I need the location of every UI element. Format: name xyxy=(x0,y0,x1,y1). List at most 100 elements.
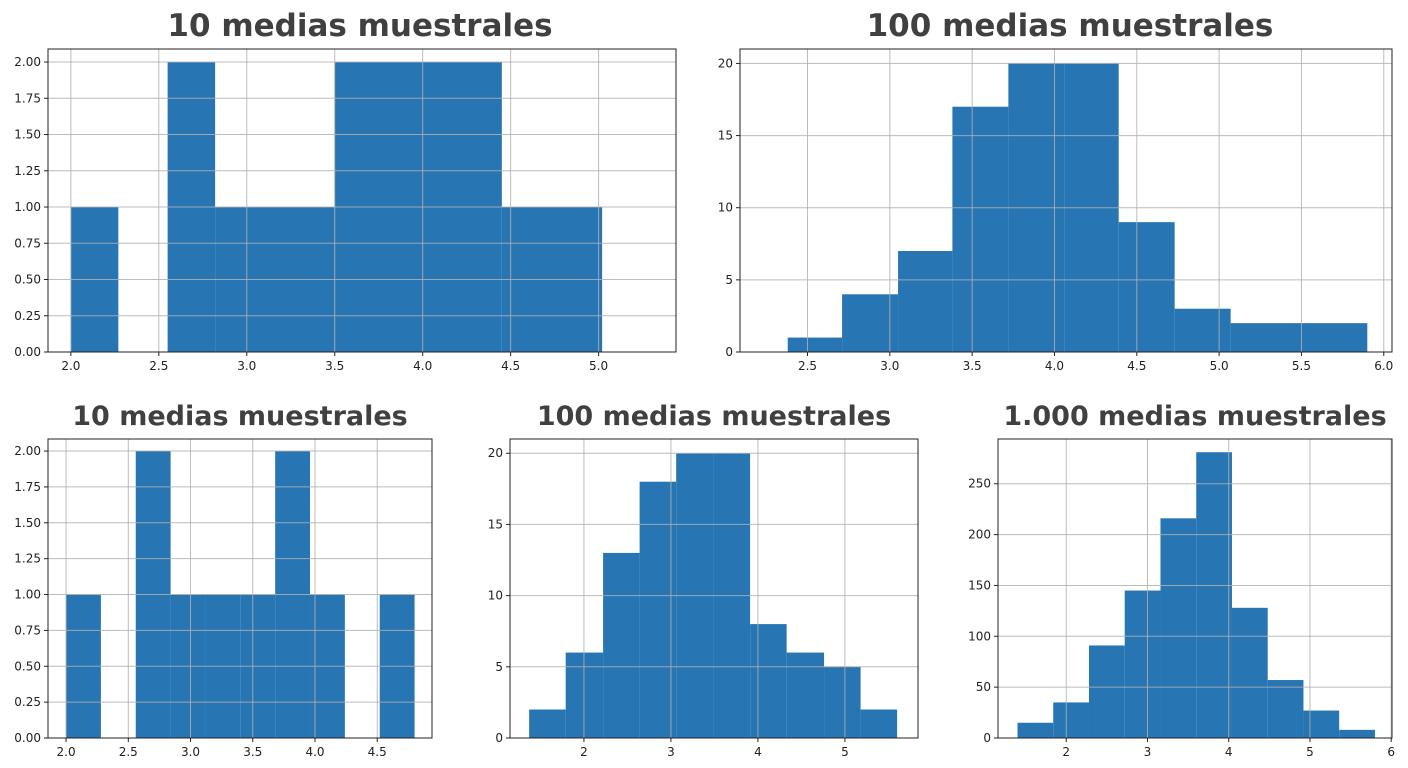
x-tick-label: 4.5 xyxy=(1127,359,1146,373)
histogram-bar xyxy=(1267,680,1304,738)
chart-title-2: 100 medias muestrales xyxy=(867,8,1274,44)
histogram-bar xyxy=(1196,452,1232,738)
y-tick-label: 10 xyxy=(488,589,503,603)
histogram-bar xyxy=(842,294,899,352)
x-tick-label: 2.5 xyxy=(119,745,138,759)
y-tick-label: 2.00 xyxy=(14,444,41,458)
histogram-bar xyxy=(860,709,898,738)
x-tick-label: 2.5 xyxy=(798,359,817,373)
x-tick-label: 3.0 xyxy=(237,359,256,373)
y-tick-label: 15 xyxy=(718,129,733,143)
x-tick-label: 5.0 xyxy=(589,359,608,373)
histogram-bar xyxy=(529,709,566,738)
x-tick-label: 4.0 xyxy=(305,745,324,759)
y-tick-label: 0.00 xyxy=(14,345,41,359)
x-tick-label: 2 xyxy=(580,745,588,759)
chart-1: 2.0 2.5 3.0 3.5 4.0 4.5 5.0 0.00 0.25 0.50 0.75 1.0… xyxy=(14,48,677,373)
y-tick-label: 0.75 xyxy=(14,236,41,250)
histogram-bar xyxy=(1088,645,1125,738)
x-tick-label: 3.5 xyxy=(325,359,344,373)
histogram-bar xyxy=(824,666,861,738)
x-tick-label: 4 xyxy=(754,745,762,759)
chart-2: 2.5 3.0 3.5 4.0 4.5 5.0 5.5 6.0 0 5 10 15 20 xyxy=(718,48,1393,373)
x-tick-label: 3 xyxy=(1144,745,1152,759)
chart-title-4: 100 medias muestrales xyxy=(537,401,891,432)
histogram-bar xyxy=(1174,308,1231,352)
y-tick-label: 1.75 xyxy=(14,91,41,105)
y-tick-label: 1.75 xyxy=(14,480,41,494)
x-tick-label: 3.0 xyxy=(880,359,899,373)
y-tick-label: 1.25 xyxy=(14,164,41,178)
y-tick-label: 50 xyxy=(976,680,991,694)
x-tick-label: 4.0 xyxy=(413,359,432,373)
x-tick-label: 6 xyxy=(1387,745,1395,759)
x-tick-label: 4.0 xyxy=(1045,359,1064,373)
axes-frame xyxy=(47,48,677,353)
x-tick-label: 3.5 xyxy=(243,745,262,759)
y-tick-label: 150 xyxy=(968,578,991,592)
histogram-bar xyxy=(1118,222,1175,352)
histogram-bar xyxy=(898,251,953,352)
x-tick-label: 3.0 xyxy=(181,745,200,759)
x-tick-label: 6.0 xyxy=(1374,359,1393,373)
x-tick-label: 5.5 xyxy=(1292,359,1311,373)
histogram-bar xyxy=(1053,702,1089,738)
histogram-bar xyxy=(1124,590,1161,738)
histogram-bar xyxy=(786,652,825,738)
y-tick-label: 10 xyxy=(718,201,733,215)
y-tick-label: 1.25 xyxy=(14,552,41,566)
chart-4: 2 3 4 5 0 5 10 15 20 xyxy=(488,438,919,759)
axes-frame xyxy=(509,438,919,739)
x-tick-label: 4.5 xyxy=(501,359,520,373)
x-tick-label: 2.0 xyxy=(61,359,80,373)
x-tick-label: 5 xyxy=(1306,745,1314,759)
histogram-bar xyxy=(1160,518,1197,738)
axes-frame xyxy=(997,438,1393,739)
y-tick-label: 0 xyxy=(983,731,991,745)
y-tick-label: 0 xyxy=(495,731,503,745)
chart-title-3: 10 medias muestrales xyxy=(72,401,408,432)
chart-title-1: 10 medias muestrales xyxy=(167,8,552,44)
x-tick-label: 2.5 xyxy=(149,359,168,373)
histogram-bar xyxy=(1339,729,1375,738)
y-tick-label: 15 xyxy=(488,517,503,531)
y-tick-label: 5 xyxy=(495,660,503,674)
y-tick-label: 5 xyxy=(725,273,733,287)
y-tick-label: 1.50 xyxy=(14,516,41,530)
y-tick-label: 0.50 xyxy=(14,273,41,287)
x-tick-label: 2 xyxy=(1062,745,1070,759)
histogram-bar xyxy=(787,337,843,352)
histogram-bar xyxy=(603,552,640,738)
y-tick-label: 0.00 xyxy=(14,731,41,745)
histogram-bar xyxy=(1230,323,1368,352)
x-tick-label: 5.0 xyxy=(1210,359,1229,373)
x-tick-label: 5 xyxy=(841,745,849,759)
chart-5: 2 3 4 5 6 0 50 100 150 200 250 xyxy=(968,438,1395,759)
y-tick-label: 0.25 xyxy=(14,309,41,323)
y-tick-label: 2.00 xyxy=(14,55,41,69)
histogram-bar xyxy=(750,624,787,738)
y-tick-label: 1.00 xyxy=(14,588,41,602)
axes-frame xyxy=(739,48,1393,353)
histogram-bar xyxy=(1231,607,1268,738)
x-tick-label: 2.0 xyxy=(57,745,76,759)
y-tick-label: 20 xyxy=(718,56,733,70)
x-tick-label: 4 xyxy=(1225,745,1233,759)
y-tick-label: 0.75 xyxy=(14,623,41,637)
y-tick-label: 20 xyxy=(488,446,503,460)
y-tick-label: 1.00 xyxy=(14,200,41,214)
chart-3: 2.0 2.5 3.0 3.5 4.0 4.5 0.00 0.25 0.50 0.75 1.00 1.… xyxy=(14,438,433,759)
axes-frame xyxy=(47,438,433,739)
histogram-bar xyxy=(952,106,1009,352)
x-tick-label: 3.5 xyxy=(963,359,982,373)
y-tick-label: 0.50 xyxy=(14,659,41,673)
y-tick-label: 200 xyxy=(968,528,991,542)
y-tick-label: 0 xyxy=(725,345,733,359)
x-tick-label: 4.5 xyxy=(368,745,387,759)
y-tick-label: 1.50 xyxy=(14,128,41,142)
x-tick-label: 3 xyxy=(667,745,675,759)
y-tick-label: 250 xyxy=(968,477,991,491)
chart-title-5: 1.000 medias muestrales xyxy=(1003,401,1386,432)
histogram-bar xyxy=(1017,722,1054,738)
